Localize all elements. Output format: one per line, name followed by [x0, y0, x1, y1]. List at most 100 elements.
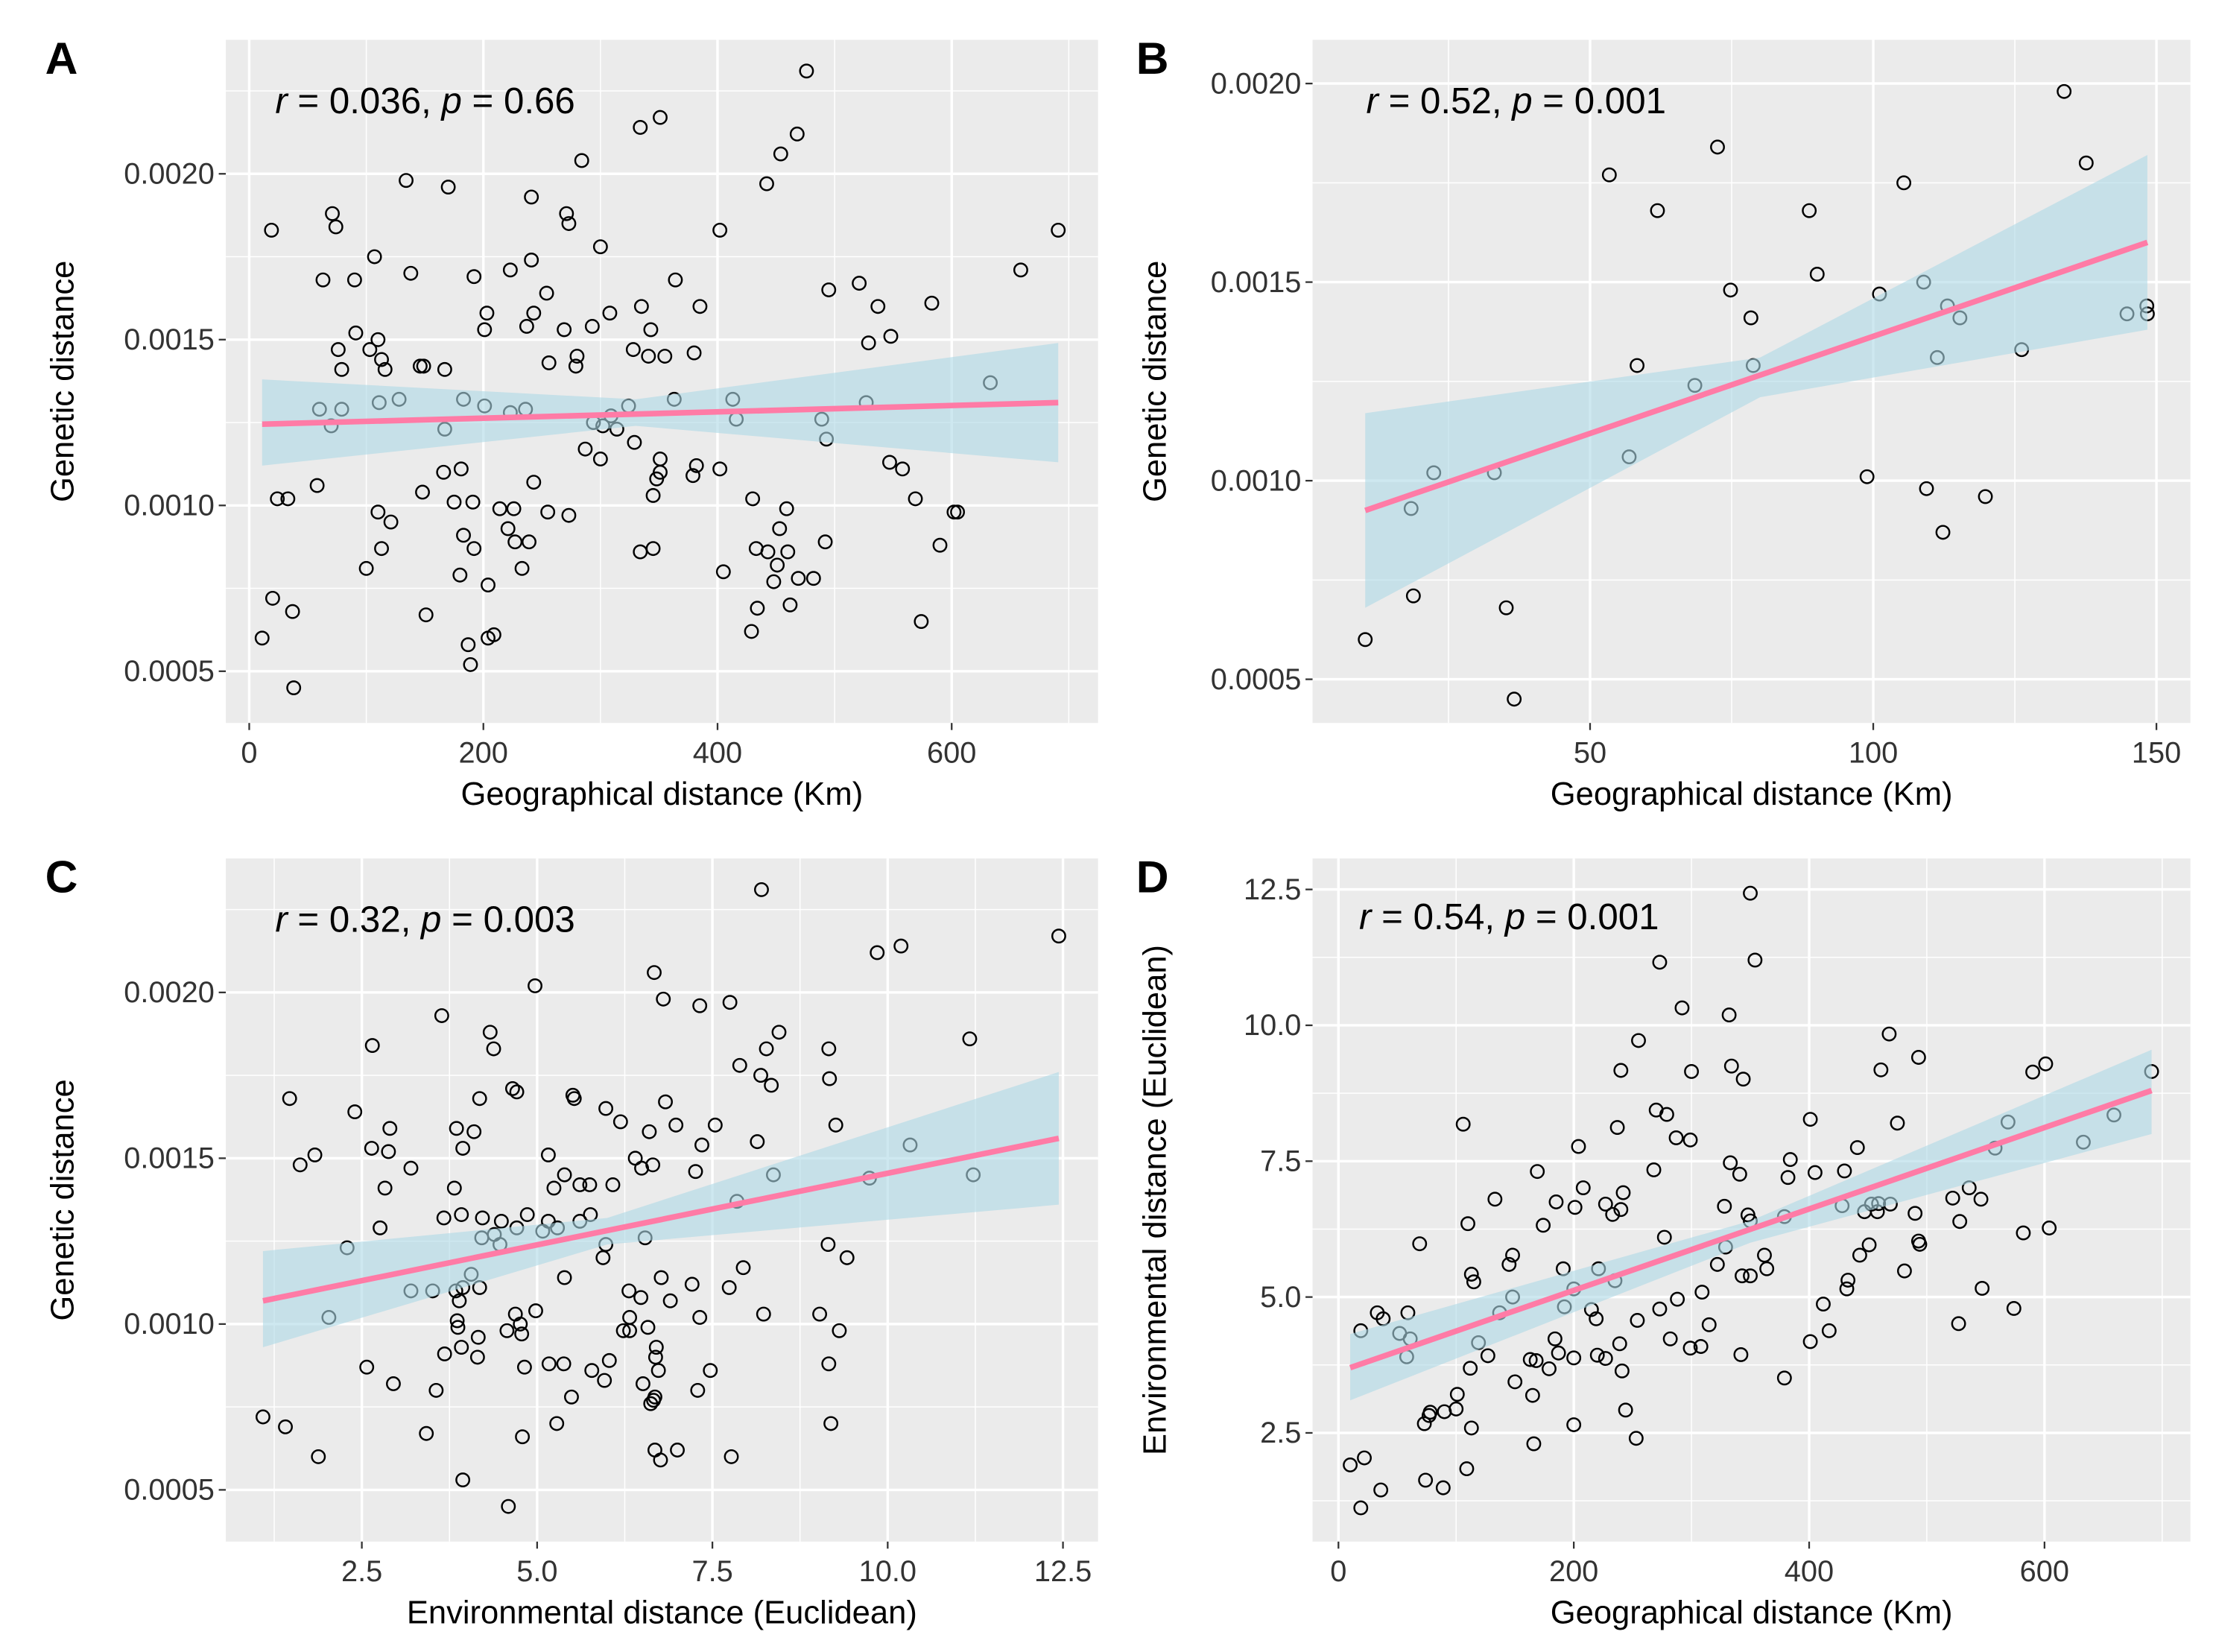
data-point: [823, 1416, 839, 1431]
data-point: [832, 1323, 847, 1338]
annotation-r: 0.54: [1413, 896, 1485, 937]
data-point: [1522, 1352, 1538, 1367]
data-point: [643, 1396, 659, 1411]
data-point: [692, 299, 708, 314]
data-point: [1526, 1436, 1542, 1452]
data-point: [399, 173, 414, 189]
data-point: [828, 1117, 843, 1133]
data-point: [771, 1025, 787, 1040]
data-point: [1802, 1334, 1818, 1349]
data-point: [852, 276, 867, 291]
regression-line: [262, 1135, 1060, 1304]
data-point: [449, 1121, 464, 1136]
data-point: [1782, 1152, 1798, 1168]
data-point: [1849, 1140, 1865, 1156]
data-point: [574, 153, 589, 168]
annotation-p-label: p: [1504, 896, 1525, 937]
data-point: [1723, 1155, 1738, 1171]
data-point: [724, 1449, 739, 1464]
y-axis-title: Environmental distance (Euclidean): [1138, 945, 1174, 1455]
data-point: [1757, 1247, 1772, 1263]
data-point: [1735, 1268, 1750, 1284]
data-point: [292, 1157, 308, 1173]
data-point: [460, 637, 476, 653]
data-point: [647, 965, 662, 981]
data-point: [668, 272, 683, 288]
data-point: [760, 544, 776, 560]
data-point: [1701, 1317, 1717, 1332]
data-point: [481, 577, 496, 593]
confidence-band: [262, 1072, 1059, 1348]
data-point: [501, 1498, 516, 1514]
annotation-p: 0.003: [484, 899, 575, 940]
data-point: [662, 1293, 678, 1308]
data-point: [1566, 1350, 1582, 1366]
x-tick-label: 400: [693, 736, 742, 769]
data-point: [1551, 1345, 1566, 1361]
data-point: [1571, 1139, 1586, 1154]
data-point: [254, 630, 270, 646]
data-point: [592, 239, 608, 255]
data-point: [615, 1323, 631, 1338]
data-point: [759, 176, 774, 192]
panel-letter: D: [1136, 852, 1169, 902]
data-point: [861, 335, 876, 351]
data-point: [712, 222, 728, 238]
data-point: [688, 458, 704, 473]
data-point: [2025, 1064, 2041, 1080]
x-axis-title: Geographical distance (Km): [1551, 776, 1953, 812]
data-point: [1536, 1218, 1551, 1233]
data-point: [1598, 1351, 1613, 1366]
data-point: [528, 978, 542, 993]
data-point: [1630, 358, 1645, 373]
data-point: [492, 501, 507, 516]
data-point: [359, 1359, 375, 1375]
data-point: [403, 1160, 419, 1176]
annotation-r-label: r: [1359, 896, 1373, 937]
data-point: [2078, 155, 2094, 171]
data-point: [374, 352, 389, 367]
data-point: [908, 491, 923, 507]
data-point: [415, 484, 430, 500]
annotation-p: 0.66: [504, 80, 575, 121]
data-point: [1747, 952, 1763, 968]
data-point: [348, 325, 364, 341]
data-point: [822, 1071, 838, 1086]
data-point: [1684, 1064, 1700, 1079]
data-point: [962, 1031, 978, 1047]
annotation-p: 0.001: [1567, 896, 1659, 937]
data-point: [509, 1084, 525, 1100]
regression-line: [262, 399, 1059, 428]
data-point: [367, 249, 382, 265]
data-point: [764, 1077, 779, 1093]
data-point: [437, 361, 452, 377]
data-point: [456, 528, 471, 543]
data-point: [1919, 481, 1934, 496]
x-tick-label: 0: [241, 736, 257, 769]
data-point: [2038, 1056, 2054, 1072]
data-point: [419, 1425, 434, 1441]
annotation-r: 0.32: [329, 899, 401, 940]
data-point: [526, 306, 542, 321]
data-point: [328, 219, 343, 235]
data-point: [334, 361, 349, 377]
data-point: [1566, 1417, 1582, 1432]
data-point: [499, 1323, 515, 1338]
x-tick-label: 50: [1574, 736, 1606, 769]
data-point: [686, 468, 700, 484]
data-point: [346, 272, 362, 288]
data-point: [311, 1449, 326, 1464]
data-point: [362, 342, 378, 358]
data-point: [1437, 1404, 1452, 1420]
data-point: [470, 1329, 486, 1345]
data-point: [1357, 1450, 1372, 1466]
data-point: [1682, 1132, 1698, 1148]
data-point: [782, 597, 798, 613]
data-point: [635, 1376, 650, 1391]
data-point: [325, 206, 340, 221]
data-point: [270, 491, 285, 507]
data-point: [645, 541, 661, 557]
data-point: [668, 1117, 684, 1133]
data-point: [559, 206, 574, 221]
y-tick-label: 10.0: [1244, 1009, 1301, 1042]
